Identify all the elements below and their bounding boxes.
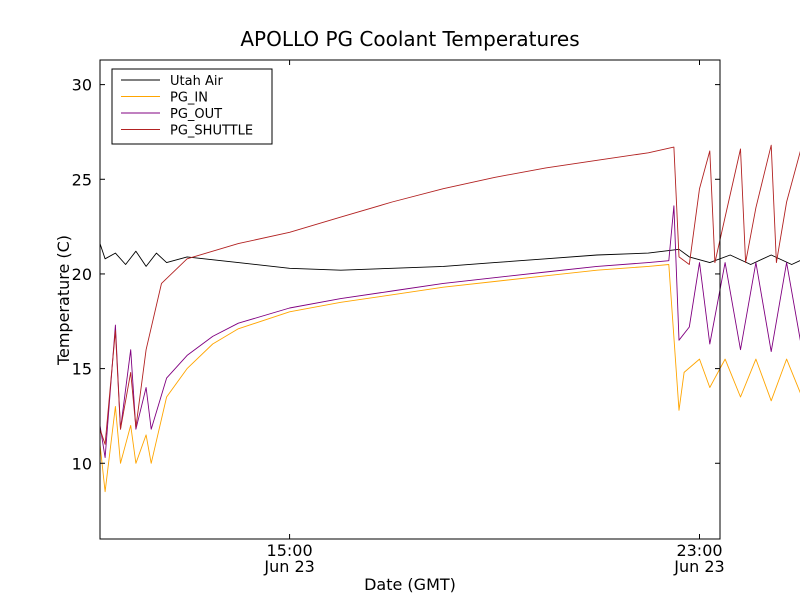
x-axis-label: Date (GMT) <box>364 575 456 594</box>
x-tick-label-date: Jun 23 <box>673 557 724 576</box>
x-tick-label-time: 23:00 <box>676 541 722 560</box>
series-line-pg-out <box>99 205 800 459</box>
chart-title: APOLLO PG Coolant Temperatures <box>240 27 579 51</box>
y-tick-label: 25 <box>72 170 92 189</box>
y-tick-label: 10 <box>72 454 92 473</box>
x-tick-label-date: Jun 23 <box>263 557 314 576</box>
series-layer <box>99 144 800 493</box>
legend-label: PG_IN <box>170 91 208 106</box>
x-tick-label-time: 15:00 <box>267 541 313 560</box>
series-line-pg-shuttle <box>99 144 800 445</box>
legend-label: Utah Air <box>170 74 223 89</box>
plot-frame <box>99 59 721 540</box>
legend-box <box>111 68 273 145</box>
y-tick-label: 15 <box>72 360 92 379</box>
legend-label: PG_SHUTTLE <box>170 124 253 139</box>
y-axis: 10 15 20 25 30 <box>72 76 720 473</box>
legend-label: PG_OUT <box>170 107 222 122</box>
y-tick-label: 30 <box>72 76 92 95</box>
series-line-utah-air <box>99 243 800 271</box>
y-tick-label: 20 <box>72 265 92 284</box>
series-line-pg-in <box>99 264 800 493</box>
y-axis-label: Temperature (C) <box>54 235 73 366</box>
